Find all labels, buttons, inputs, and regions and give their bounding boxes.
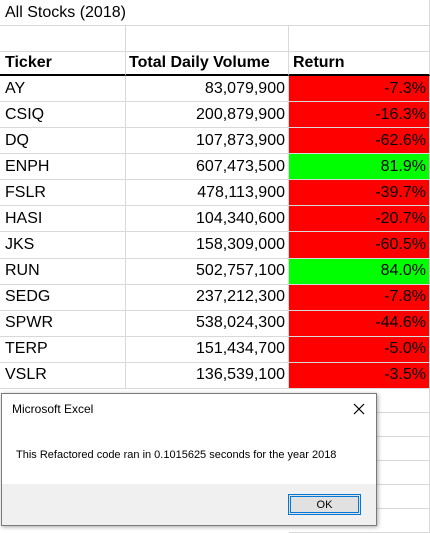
ticker-cell[interactable]: ENPH <box>0 154 126 181</box>
volume-cell[interactable]: 237,212,300 <box>126 284 289 311</box>
volume-cell[interactable]: 607,473,500 <box>126 154 289 181</box>
table-row: ENPH 607,473,500 81.9% <box>0 154 430 181</box>
dialog-body: This Refactored code ran in 0.1015625 se… <box>2 424 376 484</box>
empty-row <box>0 26 430 52</box>
return-cell[interactable]: -60.5% <box>289 232 430 259</box>
volume-cell[interactable]: 502,757,100 <box>126 258 289 285</box>
return-cell[interactable]: -62.6% <box>289 128 430 155</box>
header-ticker[interactable]: Ticker <box>0 52 126 76</box>
header-row: Ticker Total Daily Volume Return <box>0 52 430 76</box>
table-row: SPWR 538,024,300 -44.6% <box>0 310 430 337</box>
ticker-cell[interactable]: SEDG <box>0 284 126 311</box>
return-cell[interactable]: -39.7% <box>289 180 430 207</box>
ticker-cell[interactable]: CSIQ <box>0 102 126 129</box>
return-cell[interactable]: -7.8% <box>289 284 430 311</box>
ticker-cell[interactable]: FSLR <box>0 180 126 207</box>
dialog-title-bar[interactable]: Microsoft Excel <box>2 394 376 424</box>
table-row: DQ 107,873,900 -62.6% <box>0 128 430 155</box>
sheet-title[interactable]: All Stocks (2018) <box>0 0 289 26</box>
ticker-cell[interactable]: TERP <box>0 336 126 363</box>
volume-cell[interactable]: 107,873,900 <box>126 128 289 155</box>
return-cell[interactable]: -5.0% <box>289 336 430 363</box>
table-row: RUN 502,757,100 84.0% <box>0 258 430 285</box>
table-row: JKS 158,309,000 -60.5% <box>0 232 430 259</box>
table-row: SEDG 237,212,300 -7.8% <box>0 284 430 311</box>
table-row: FSLR 478,113,900 -39.7% <box>0 180 430 207</box>
dialog-footer: OK <box>2 484 376 525</box>
return-cell[interactable]: -7.3% <box>289 76 430 103</box>
return-cell[interactable]: 81.9% <box>289 154 430 181</box>
empty-cell[interactable] <box>289 0 430 26</box>
return-cell[interactable]: -44.6% <box>289 310 430 337</box>
dialog-title: Microsoft Excel <box>12 402 94 416</box>
volume-cell[interactable]: 136,539,100 <box>126 362 289 389</box>
ticker-cell[interactable]: DQ <box>0 128 126 155</box>
ticker-cell[interactable]: RUN <box>0 258 126 285</box>
ticker-cell[interactable]: JKS <box>0 232 126 259</box>
table-row: CSIQ 200,879,900 -16.3% <box>0 102 430 129</box>
volume-cell[interactable]: 83,079,900 <box>126 76 289 103</box>
ok-button[interactable]: OK <box>288 494 361 515</box>
close-icon[interactable] <box>350 400 368 418</box>
empty-cell[interactable] <box>0 26 126 52</box>
volume-cell[interactable]: 104,340,600 <box>126 206 289 233</box>
empty-cell[interactable] <box>126 26 289 52</box>
empty-cell[interactable] <box>289 26 430 52</box>
header-volume[interactable]: Total Daily Volume <box>126 52 289 76</box>
table-row: HASI 104,340,600 -20.7% <box>0 206 430 233</box>
volume-cell[interactable]: 158,309,000 <box>126 232 289 259</box>
ticker-cell[interactable]: SPWR <box>0 310 126 337</box>
header-return[interactable]: Return <box>289 52 430 76</box>
close-icon-glyph <box>353 403 365 415</box>
return-cell[interactable]: -3.5% <box>289 362 430 389</box>
table-row: TERP 151,434,700 -5.0% <box>0 336 430 363</box>
ticker-cell[interactable]: HASI <box>0 206 126 233</box>
table-row: VSLR 136,539,100 -3.5% <box>0 362 430 389</box>
volume-cell[interactable]: 478,113,900 <box>126 180 289 207</box>
return-cell[interactable]: 84.0% <box>289 258 430 285</box>
ticker-cell[interactable]: VSLR <box>0 362 126 389</box>
return-cell[interactable]: -16.3% <box>289 102 430 129</box>
return-cell[interactable]: -20.7% <box>289 206 430 233</box>
message-dialog: Microsoft Excel This Refactored code ran… <box>1 393 377 526</box>
title-row: All Stocks (2018) <box>0 0 430 26</box>
ticker-cell[interactable]: AY <box>0 76 126 103</box>
table-row: AY 83,079,900 -7.3% <box>0 76 430 103</box>
volume-cell[interactable]: 538,024,300 <box>126 310 289 337</box>
volume-cell[interactable]: 200,879,900 <box>126 102 289 129</box>
volume-cell[interactable]: 151,434,700 <box>126 336 289 363</box>
dialog-message: This Refactored code ran in 0.1015625 se… <box>16 449 337 461</box>
